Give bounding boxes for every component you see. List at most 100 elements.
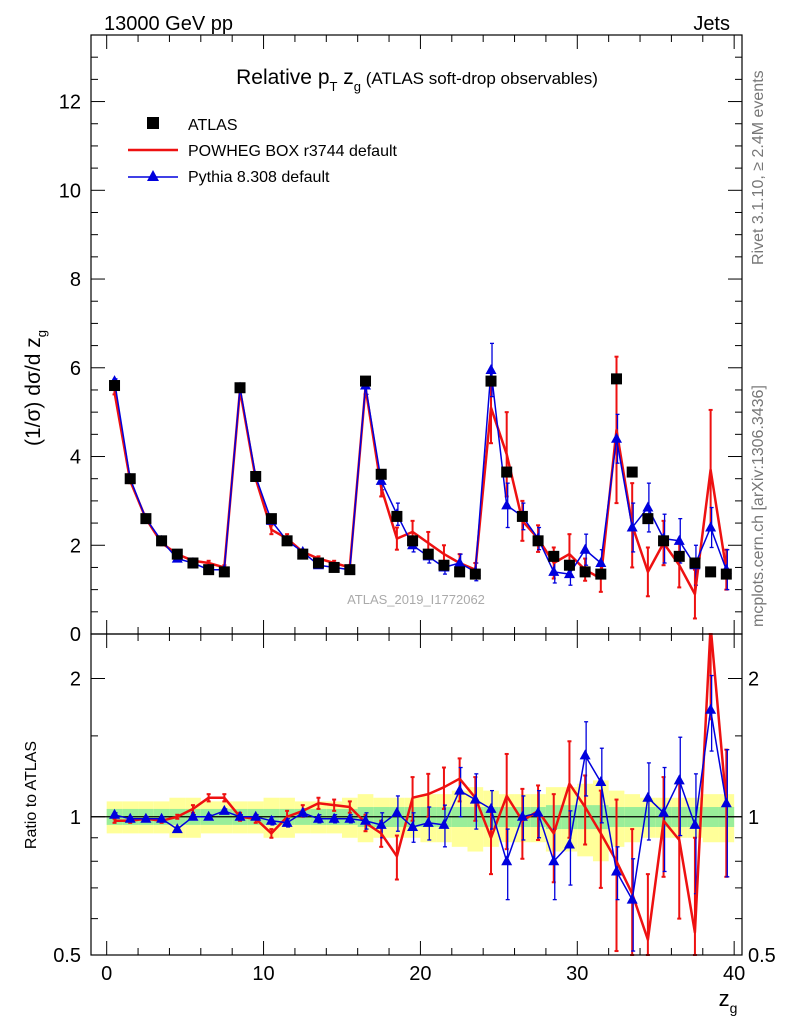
atlas-marker — [375, 468, 387, 480]
ratio-xlabel: zg — [719, 986, 738, 1016]
main-ytick-label: 2 — [70, 535, 81, 557]
ratio-pythia-marker — [281, 816, 293, 827]
pythia-marker — [642, 501, 654, 512]
ratio-ytick-label-right: 1 — [748, 807, 759, 829]
ratio-powheg-line — [114, 634, 728, 941]
atlas-marker — [203, 564, 215, 576]
legend-atlas-marker — [147, 117, 159, 129]
ratio-pythia-marker — [203, 810, 215, 821]
main-ytick-label: 10 — [59, 180, 81, 202]
ratio-pythia-line — [114, 709, 728, 901]
atlas-marker — [391, 510, 403, 522]
ratio-pythia-marker — [140, 812, 152, 823]
ratio-pythia-marker — [171, 823, 183, 834]
ratio-pythia-marker — [312, 812, 324, 823]
ratio-ytick-label-right: 2 — [748, 669, 759, 691]
atlas-marker — [485, 375, 497, 387]
ratio-pythia-marker — [328, 812, 340, 823]
atlas-marker — [234, 382, 246, 394]
ratio-pythia-marker — [375, 818, 387, 829]
atlas-marker — [516, 510, 528, 522]
atlas-marker — [532, 535, 544, 547]
main-ylabel: (1/σ) dσ/d zg — [22, 330, 49, 446]
ratio-ytick-label: 0.5 — [53, 945, 81, 967]
ratio-pythia-marker — [156, 812, 168, 823]
atlas-marker — [548, 550, 560, 562]
ratio-pythia-marker — [187, 810, 199, 821]
main-axis-ticks: 0 2 4 6 8 10 12 — [59, 34, 742, 646]
atlas-marker — [297, 548, 309, 560]
atlas-marker — [344, 564, 356, 576]
ratio-pythia-marker — [109, 808, 121, 819]
atlas-marker — [360, 375, 372, 387]
powheg-line — [113, 386, 728, 596]
ratio-pythia-marker — [234, 810, 246, 821]
main-plot: 0 2 4 6 8 10 12 Relative pT zg (ATLAS soft-dro… — [22, 34, 743, 646]
pythia-marker — [595, 557, 607, 568]
rivet-label: Rivet 3.1.10, ≥ 2.4M events — [750, 70, 767, 265]
atlas-marker — [501, 466, 513, 478]
atlas-marker — [642, 513, 654, 525]
main-ytick-label: 4 — [70, 447, 81, 469]
pythia-marker — [563, 568, 575, 579]
atlas-marker — [611, 373, 623, 385]
pythia-line — [113, 369, 728, 575]
main-ytick-label: 0 — [70, 624, 81, 646]
ratio-pythia-marker — [438, 818, 450, 829]
ratio-pythia-marker — [673, 774, 685, 785]
atlas-marker — [218, 566, 230, 578]
pythia-marker — [673, 534, 685, 545]
mcplots-label: mcplots.cern.ch [arXiv:1306.3436] — [750, 385, 767, 627]
atlas-marker — [658, 535, 670, 547]
ratio-xtick-label: 40 — [723, 963, 745, 985]
main-marks — [109, 342, 732, 620]
ratio-pythia-marker — [391, 806, 403, 817]
atlas-marker — [673, 550, 685, 562]
ratio-pythia-marker — [532, 806, 544, 817]
atlas-marker — [469, 568, 481, 580]
ratio-pythia-marker — [407, 820, 419, 831]
ratio-ytick-label-right: 0.5 — [748, 945, 776, 967]
pythia-marker — [375, 474, 387, 485]
legend-pythia-marker — [147, 170, 159, 181]
atlas-marker — [626, 466, 638, 478]
legend-atlas-label: ATLAS — [188, 117, 238, 134]
ratio-pythia-marker — [422, 816, 434, 827]
atlas-marker — [250, 470, 262, 482]
ratio-pythia-marker — [485, 802, 497, 813]
main-ytick-label: 12 — [59, 92, 81, 114]
analysis-watermark: ATLAS_2019_I1772062 — [347, 592, 485, 607]
ratio-pythia-marker — [611, 865, 623, 876]
pythia-marker — [611, 432, 623, 443]
main-title: Relative pT zg (ATLAS soft-drop observab… — [236, 66, 598, 94]
atlas-marker — [312, 557, 324, 569]
atlas-marker — [720, 568, 732, 580]
atlas-marker — [171, 548, 183, 560]
ratio-xtick-label: 0 — [101, 963, 112, 985]
atlas-marker — [563, 559, 575, 571]
atlas-marker — [705, 566, 717, 578]
ratio-xtick-label: 10 — [252, 963, 274, 985]
ratio-pythia-marker — [297, 806, 309, 817]
ratio-pythia-marker — [563, 838, 575, 849]
ratio-pythia-marker — [124, 812, 136, 823]
ratio-pythia-marker — [265, 814, 277, 825]
ratio-xtick-label: 30 — [566, 963, 588, 985]
atlas-marker — [281, 535, 293, 547]
atlas-marker — [579, 566, 591, 578]
ratio-lines — [114, 634, 728, 941]
ratio-pythia-marker — [218, 804, 230, 815]
ratio-pythia-marker — [344, 812, 356, 823]
ratio-axis-ticks: 0.5 0.51 12 20 10 20 30 40 — [53, 634, 776, 985]
atlas-marker — [187, 557, 199, 569]
pythia-marker — [626, 521, 638, 532]
atlas-marker — [156, 535, 168, 547]
ratio-ytick-label: 1 — [70, 807, 81, 829]
atlas-marker — [109, 380, 121, 392]
pythia-marker — [501, 499, 513, 510]
atlas-marker — [422, 548, 434, 560]
ratio-pythia-marker — [501, 855, 513, 866]
ratio-pythia-marker — [626, 893, 638, 904]
ratio-pythia-marker — [548, 855, 560, 866]
